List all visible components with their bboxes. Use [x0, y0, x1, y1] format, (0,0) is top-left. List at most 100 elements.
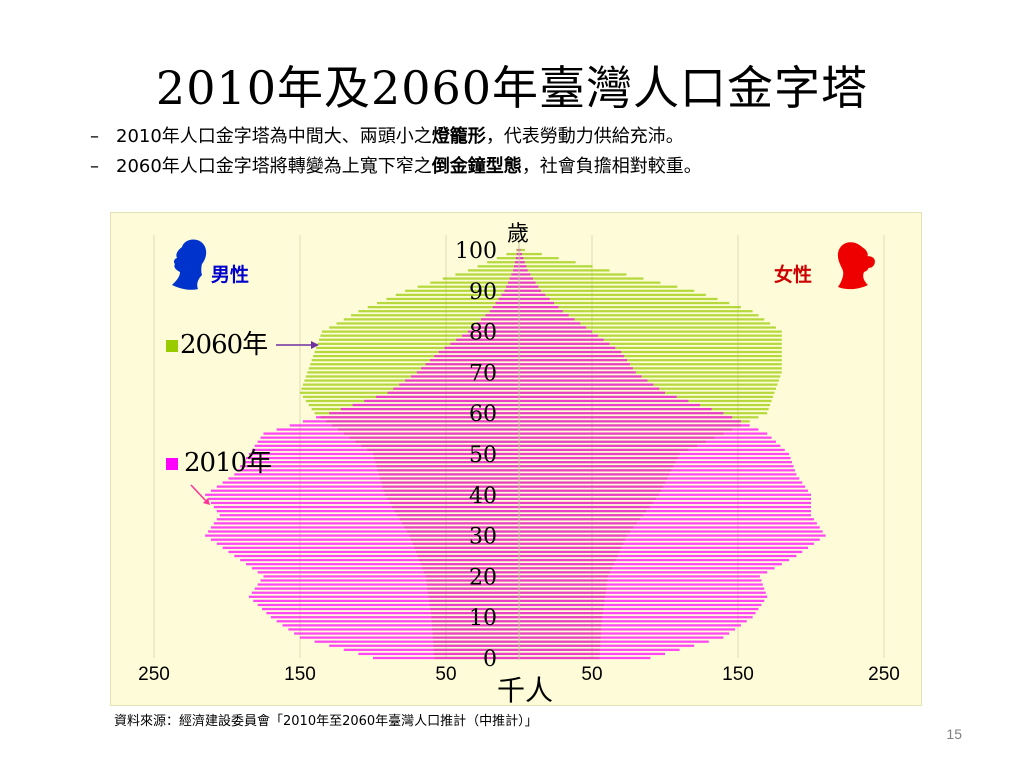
y-tick-label: 80 [469, 321, 497, 346]
bar-female-2010年-age-63 [519, 399, 689, 403]
bar-female-2060年-age-68 [519, 379, 779, 382]
bar-female-2010年-age-27 [519, 546, 809, 549]
bar-female-2010年-age-53 [519, 440, 776, 443]
bar-female-2010年-age-75 [519, 350, 622, 354]
bar-female-2010年-age-10 [519, 616, 753, 619]
bar-female-2010年-age-12 [519, 607, 759, 611]
bar-male-2010年-age-39 [208, 497, 519, 501]
bar-layer [205, 248, 826, 660]
bar-female-2010年-age-61 [519, 407, 712, 411]
bullet-2060: –2060年人口金字塔將轉變為上寬下窄之倒金鐘型態，社會負擔相對較重。 [90, 152, 990, 182]
bar-female-2060年-age-97 [519, 261, 576, 264]
bar-male-2010年-age-56 [276, 428, 519, 431]
bar-male-2010年-age-24 [240, 558, 519, 562]
bar-male-2010年-age-8 [282, 624, 519, 627]
bar-male-2010年-age-59 [316, 416, 519, 419]
bar-male-2010年-age-90 [504, 289, 519, 292]
bar-female-2010年-age-16 [519, 591, 766, 594]
bar-female-2010年-age-87 [519, 301, 555, 305]
bar-female-2060年-age-84 [519, 314, 759, 317]
bar-male-2060年-age-95 [467, 269, 519, 272]
bar-male-2010年-age-100 [517, 248, 519, 252]
bar-female-2010年-age-99 [519, 252, 522, 256]
bar-male-2010年-age-40 [205, 493, 519, 496]
bar-female-2010年-age-42 [519, 485, 806, 488]
bar-male-2010年-age-27 [222, 546, 519, 549]
bar-male-2010年-age-18 [257, 583, 519, 586]
bar-female-2010年-age-20 [519, 575, 760, 578]
bar-male-2010年-age-54 [260, 436, 519, 439]
bar-female-2060年-age-72 [519, 363, 782, 366]
bar-male-2060年-age-91 [417, 285, 519, 288]
bar-female-2010年-age-67 [519, 383, 654, 386]
bar-female-2010年-age-76 [519, 346, 616, 350]
bar-male-2010年-age-50 [248, 452, 519, 456]
bar-male-2010年-age-14 [253, 599, 519, 603]
bar-female-2010年-age-52 [519, 444, 781, 447]
bar-male-2060年-age-73 [311, 359, 519, 362]
bar-female-2060年-age-78 [519, 338, 782, 341]
bar-male-2010年-age-95 [513, 269, 519, 272]
bar-male-2010年-age-41 [210, 489, 519, 492]
bar-female-2010年-age-43 [519, 481, 803, 484]
y-tick-label: 10 [469, 606, 497, 631]
bar-male-2060年-age-98 [496, 257, 519, 260]
bar-female-2010年-age-91 [519, 285, 539, 288]
bar-male-2010年-age-31 [208, 530, 519, 533]
bar-male-2010年-age-32 [210, 526, 519, 529]
x-tick-label: 50 [581, 664, 602, 685]
bar-female-2010年-age-22 [519, 567, 775, 570]
bar-male-2060年-age-75 [314, 350, 519, 354]
bar-female-2010年-age-21 [519, 571, 768, 574]
bar-female-2060年-age-89 [519, 293, 706, 297]
legend-2010-arrow-head [203, 498, 210, 505]
bar-female-2010年-age-19 [519, 579, 762, 582]
bar-female-2060年-age-79 [519, 334, 782, 337]
bar-female-2010年-age-37 [519, 505, 811, 509]
y-tick-label: 70 [469, 361, 497, 386]
bar-male-2010年-age-22 [251, 567, 519, 570]
source-note: 資料來源：經濟建設委員會「2010年至2060年臺灣人口推計（中推計）」 [114, 714, 538, 729]
bar-male-2010年-age-57 [289, 424, 519, 427]
bar-female-2060年-age-93 [519, 277, 644, 280]
bar-male-2060年-age-89 [395, 293, 519, 297]
y-tick-label: 40 [469, 484, 497, 509]
bar-female-2010年-age-3 [519, 644, 695, 647]
y-tick-label: 30 [469, 525, 497, 550]
bar-female-2010年-age-80 [519, 330, 592, 333]
bar-female-2060年-age-75 [519, 350, 782, 354]
bar-female-2010年-age-4 [519, 640, 709, 643]
bar-male-2010年-age-49 [245, 456, 520, 460]
bar-male-2060年-age-74 [313, 354, 519, 358]
bar-male-2010年-age-26 [228, 550, 519, 554]
slide-title: 2010年及2060年臺灣人口金字塔 [155, 61, 869, 115]
population-pyramid-chart: 0 10 20 30 40 50 60 70 80 90 100 歲 250 150 50 50 150 250 千… [110, 212, 922, 706]
bar-male-2010年-age-61 [340, 407, 519, 411]
bar-female-2010年-age-68 [519, 379, 648, 382]
bar-female-2060年-age-98 [519, 257, 559, 260]
bar-male-2060年-age-82 [336, 322, 519, 325]
bar-male-2060年-age-88 [386, 297, 519, 301]
bar-male-2010年-age-35 [219, 514, 519, 517]
bar-female-2010年-age-31 [519, 530, 823, 533]
y-tick-label: 90 [469, 280, 497, 305]
bar-female-2060年-age-99 [519, 252, 542, 256]
bar-female-2010年-age-100 [519, 248, 521, 252]
bar-male-2010年-age-28 [216, 542, 519, 545]
bar-female-2010年-age-66 [519, 387, 660, 390]
bar-female-2010年-age-35 [519, 514, 811, 517]
x-tick-label: 150 [284, 664, 316, 685]
x-tick-label: 250 [868, 664, 900, 685]
bar-female-2060年-age-71 [519, 367, 782, 370]
bar-female-2010年-age-69 [519, 375, 642, 378]
bar-female-2010年-age-2 [519, 648, 680, 651]
legend-2060-arrow-head [311, 341, 319, 349]
bar-female-2010年-age-45 [519, 473, 797, 476]
bar-female-2010年-age-17 [519, 587, 765, 590]
bar-male-2010年-age-75 [438, 350, 519, 354]
bar-male-2010年-age-87 [495, 301, 519, 305]
bar-female-2060年-age-92 [519, 281, 661, 284]
bar-female-2060年-age-73 [519, 359, 782, 362]
bar-male-2060年-age-97 [487, 261, 519, 264]
bar-female-2010年-age-79 [519, 334, 598, 337]
